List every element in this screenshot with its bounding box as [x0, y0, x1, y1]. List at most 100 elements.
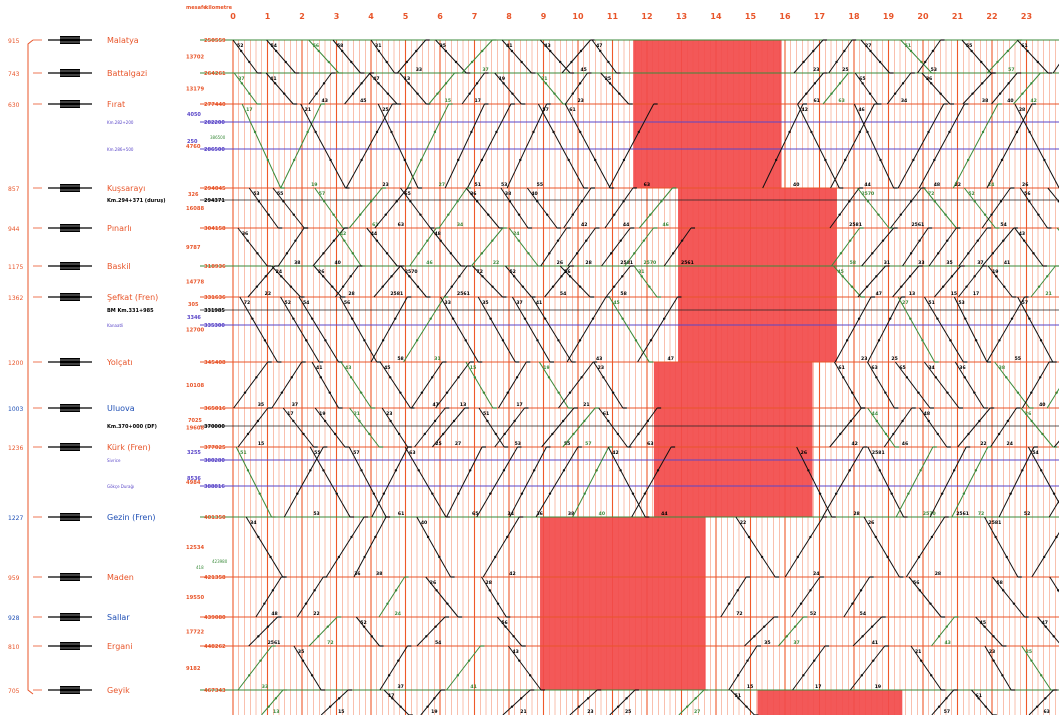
- train-path-dot: [890, 492, 893, 495]
- train-number: 45: [613, 300, 619, 306]
- train-path-dot: [858, 130, 862, 134]
- train-number: 55: [537, 182, 543, 188]
- train-path-dot: [257, 200, 261, 203]
- train-path-dot: [390, 130, 393, 134]
- train-path-dot: [458, 275, 461, 278]
- train-path: [924, 296, 964, 363]
- train-path: [890, 187, 922, 229]
- station-altitude: 928: [8, 615, 20, 622]
- hour-label: 17: [814, 12, 825, 21]
- train-number: 23: [598, 365, 604, 371]
- train-path-dot: [363, 555, 366, 559]
- train-number: 22: [493, 260, 499, 266]
- train-path-dot: [489, 317, 492, 320]
- train-path-dot: [966, 158, 970, 162]
- freight-train-path: [508, 227, 539, 267]
- train-number: 2581: [989, 520, 1002, 526]
- station-altitude: 630: [8, 102, 20, 109]
- train-number: 2561: [457, 291, 470, 297]
- train-path: [1028, 689, 1054, 716]
- train-path-dot: [452, 419, 456, 423]
- segment-distance: 19550: [186, 595, 204, 601]
- train-number: 35: [946, 260, 952, 266]
- freight-train-path: [406, 103, 450, 189]
- train-path: [919, 407, 948, 448]
- train-path-dot: [900, 285, 903, 288]
- station-altitude: 1236: [8, 445, 23, 452]
- train-path-dot: [375, 239, 379, 242]
- train-number: 43: [345, 365, 351, 371]
- track-closure-blocks: [540, 40, 903, 715]
- train-path-dot: [618, 92, 621, 95]
- train-path-dot: [918, 239, 921, 242]
- hour-label: 23: [1021, 12, 1032, 21]
- header-km: kilometre: [205, 5, 233, 11]
- train-number: 35: [440, 43, 446, 49]
- train-path-dot: [973, 200, 976, 203]
- train-number: 46: [426, 260, 432, 266]
- train-number: 40: [334, 260, 340, 266]
- train-path-dot: [774, 158, 778, 162]
- train-path-dot: [583, 419, 586, 423]
- train-path-dot: [809, 535, 812, 539]
- train-path-dot: [267, 213, 270, 216]
- train-number: 46: [662, 222, 668, 228]
- train-path-dot: [921, 339, 924, 342]
- train-path-dot: [415, 49, 418, 53]
- train-path-dot: [557, 339, 560, 342]
- train-path-dot: [912, 158, 915, 162]
- train-path: [370, 39, 395, 74]
- train-path-dot: [551, 432, 554, 436]
- train-path-dot: [394, 589, 398, 592]
- train-path-dot: [456, 200, 459, 203]
- train-path: [400, 187, 431, 229]
- train-path-dot: [1003, 285, 1006, 288]
- train-path-dot: [257, 535, 260, 539]
- train-number: 19: [311, 182, 317, 188]
- train-number: 21: [354, 411, 360, 417]
- train-number: 56: [1024, 191, 1030, 197]
- train-path: [233, 361, 269, 409]
- train-path: [366, 227, 398, 267]
- train-path-dot: [580, 376, 583, 379]
- train-path-dot: [835, 60, 838, 64]
- train-number: 61: [838, 365, 844, 371]
- train-path-dot: [977, 697, 980, 700]
- train-path-dot: [349, 376, 353, 379]
- train-path: [502, 689, 531, 716]
- train-path-dot: [317, 635, 320, 638]
- train-number: 17: [388, 693, 394, 699]
- train-path: [414, 407, 446, 448]
- train-path-dot: [417, 469, 420, 472]
- train-number: 22: [740, 520, 746, 526]
- train-path-dot: [464, 339, 467, 342]
- train-path-dot: [973, 275, 976, 278]
- train-number: 33: [445, 300, 451, 306]
- train-path: [379, 645, 408, 691]
- station-name: Battalgazi: [107, 69, 147, 78]
- train-path: [399, 72, 427, 105]
- train-number: 28: [348, 291, 354, 297]
- train-number: 31: [638, 269, 644, 275]
- station-altitude: 1227: [8, 515, 23, 522]
- train-path: [280, 296, 320, 363]
- train-number: 33: [262, 684, 268, 690]
- train-path-dot: [506, 391, 509, 394]
- freight-train-path: [348, 187, 383, 229]
- train-number: 21: [520, 709, 526, 715]
- freight-train-path: [1013, 72, 1041, 105]
- train-path-dot: [310, 317, 314, 320]
- train-path-dot: [944, 213, 947, 216]
- train-path-dot: [994, 275, 998, 278]
- train-path-dot: [548, 252, 551, 255]
- train-path-dot: [616, 432, 620, 436]
- train-path-dot: [927, 419, 930, 423]
- train-path-dot: [860, 674, 864, 677]
- train-path-dot: [843, 158, 847, 162]
- train-path-dot: [394, 469, 398, 472]
- train-path-dot: [965, 285, 968, 288]
- train-path: [271, 361, 303, 409]
- train-path-dot: [973, 391, 976, 394]
- train-number: 65: [404, 191, 410, 197]
- train-path-dot: [649, 213, 652, 216]
